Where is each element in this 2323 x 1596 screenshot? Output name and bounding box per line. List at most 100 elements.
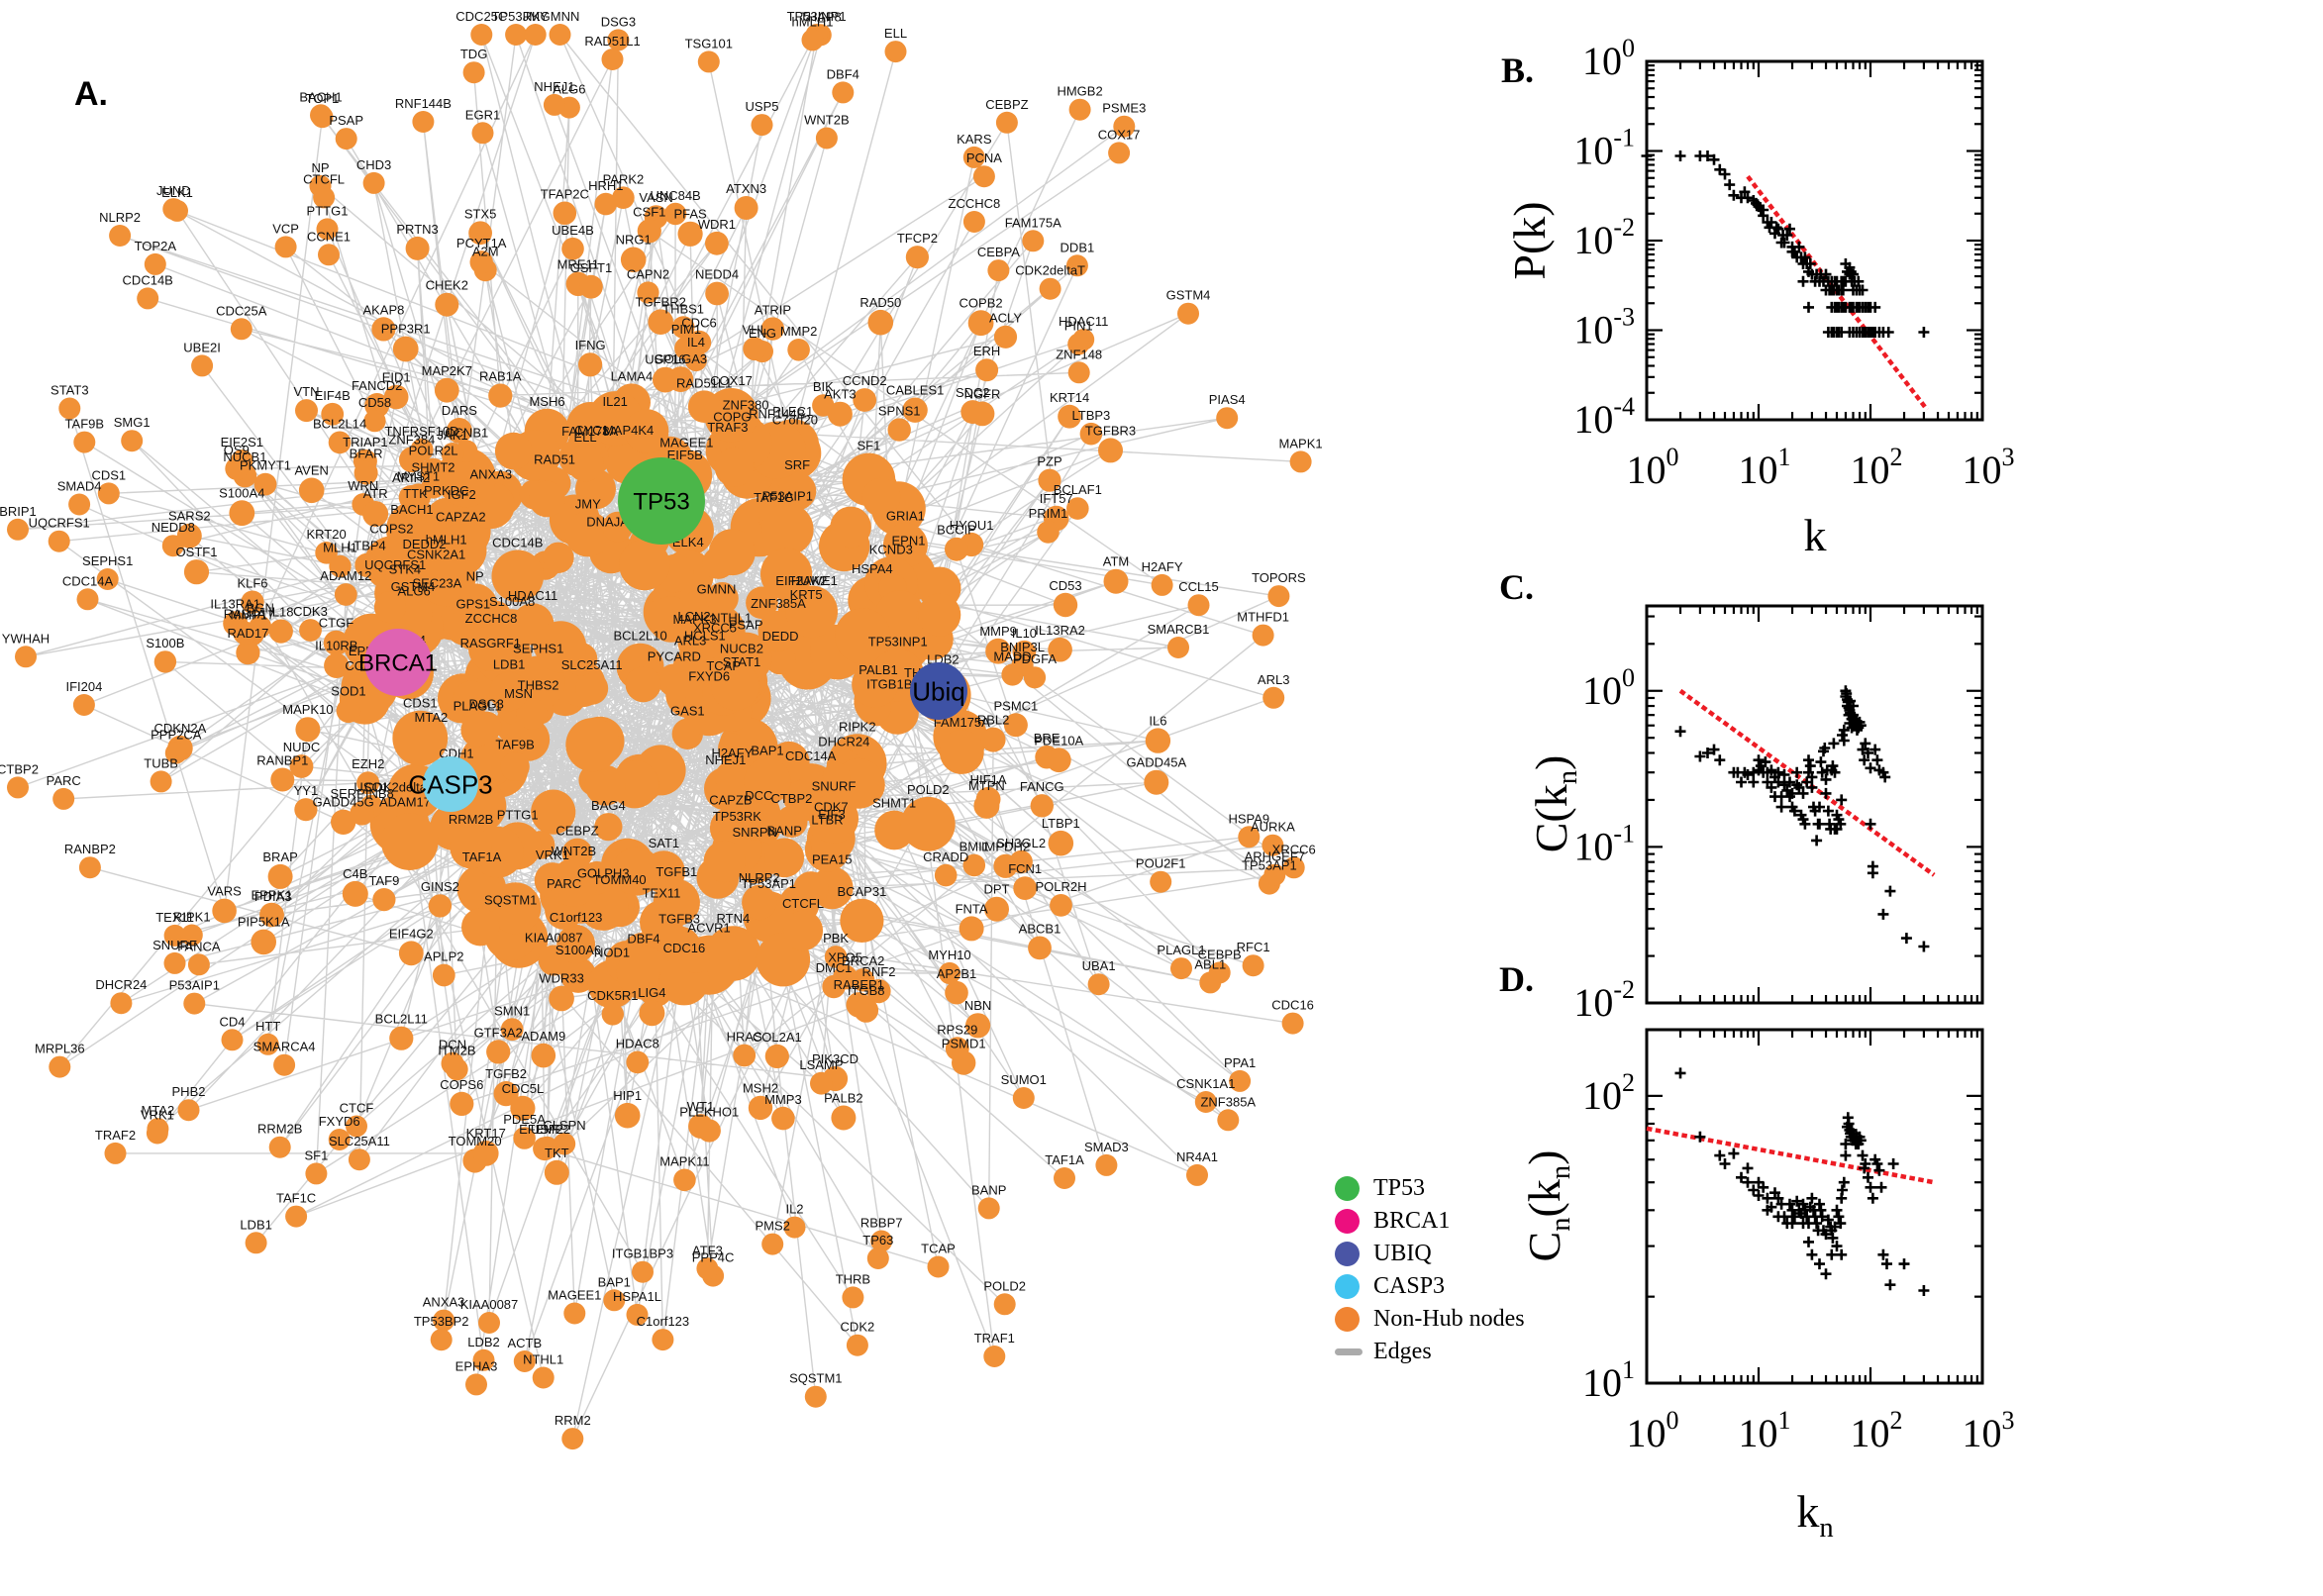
- network-node: [76, 588, 99, 611]
- network-node: [938, 961, 961, 985]
- node-label: MMP2: [780, 324, 818, 339]
- node-label: MMP9: [979, 624, 1017, 639]
- network-node: [867, 309, 894, 336]
- network-node: [840, 898, 884, 944]
- node-label: TKT: [545, 1146, 569, 1160]
- network-node: [58, 397, 81, 420]
- network-node: [853, 388, 877, 412]
- node-label: FANCD2: [352, 378, 402, 393]
- node-label: CEBPA: [977, 245, 1020, 259]
- network-node: [434, 377, 459, 403]
- network-node: [674, 337, 698, 360]
- node-label: MADD: [993, 648, 1031, 663]
- legend-item-label: Non-Hub nodes: [1373, 1306, 1525, 1332]
- node-label: XRCC6: [1272, 842, 1316, 856]
- network-node: [494, 432, 533, 470]
- node-label: RRM2: [555, 1413, 591, 1428]
- node-label: PZP: [1037, 454, 1061, 469]
- node-label: PRKDC: [424, 483, 469, 498]
- node-label: ACLY: [989, 311, 1022, 326]
- node-label: KRT20: [306, 527, 346, 542]
- node-label: SNURF: [812, 779, 857, 794]
- node-label: ATR: [363, 486, 388, 501]
- node-label: SPNS1: [878, 404, 921, 419]
- node-label: IL4: [687, 335, 705, 349]
- network-node: [681, 945, 710, 973]
- node-label: AURKA: [1251, 820, 1295, 835]
- node-label: P53AIP1: [169, 978, 220, 993]
- network-node: [594, 813, 623, 842]
- node-label: TCAP: [921, 1242, 956, 1256]
- network-node: [354, 460, 378, 485]
- node-label: EZH2: [352, 756, 384, 771]
- y-axis-label: C(kn​): [1526, 755, 1583, 853]
- node-label: SF1: [304, 1147, 328, 1162]
- network-node: [1113, 115, 1136, 138]
- network-node: [233, 621, 256, 646]
- node-label: IFT57: [1040, 491, 1073, 506]
- network-node: [927, 1255, 950, 1278]
- network-node: [212, 898, 237, 924]
- network-node: [812, 394, 835, 417]
- network-node: [335, 128, 357, 150]
- network-node: [399, 447, 425, 473]
- network-node: [7, 518, 29, 541]
- network-node: [544, 1159, 569, 1185]
- node-label: DSG3: [468, 697, 503, 712]
- node-label: TGFBR2: [636, 294, 686, 309]
- node-label: IL18: [268, 605, 293, 620]
- network-node: [1242, 954, 1264, 977]
- node-label: HYOU1: [950, 518, 994, 533]
- node-label: JMY: [575, 497, 601, 512]
- y-tick-label: 10-3: [1573, 303, 1635, 352]
- network-node: [742, 884, 777, 921]
- node-label: HSPA1L: [613, 1289, 661, 1304]
- node-label: LDB2: [467, 1335, 500, 1349]
- node-label: ELL: [574, 430, 597, 445]
- node-label: PRIM1: [1029, 506, 1068, 521]
- network-node: [1003, 713, 1028, 738]
- network-node: [549, 24, 571, 46]
- network-node: [529, 480, 565, 518]
- node-label: PDE5A: [503, 1112, 546, 1127]
- node-label: SOD1: [331, 684, 365, 699]
- node-label: IL6: [1149, 713, 1166, 728]
- node-label: HIF1A: [970, 772, 1007, 787]
- network-node: [462, 61, 485, 84]
- network-node: [1289, 450, 1312, 473]
- node-label: PDIA3: [254, 889, 292, 904]
- node-label: NRG1: [616, 233, 652, 248]
- node-label: WT1: [687, 1099, 714, 1114]
- node-label: DDB1: [1060, 240, 1095, 254]
- node-label: SARS2: [168, 509, 211, 524]
- network-node: [760, 317, 785, 341]
- network-node: [328, 431, 352, 454]
- network-node: [1048, 830, 1074, 856]
- y-axis-label: Cn​(kn​): [1519, 1150, 1576, 1262]
- node-label: AKAP8: [362, 302, 404, 317]
- network-node: [1013, 876, 1038, 900]
- network-node: [822, 974, 846, 999]
- network-node: [524, 24, 547, 46]
- network-node: [187, 953, 210, 976]
- node-label: ZNF384: [388, 433, 435, 448]
- node-label: HDAC8: [616, 1037, 659, 1051]
- network-node: [1028, 936, 1052, 960]
- network-node: [975, 358, 999, 382]
- node-label: TOMM40: [593, 872, 647, 887]
- network-node: [714, 447, 755, 487]
- network-node: [392, 336, 419, 362]
- node-label: SMAD3: [1084, 1140, 1129, 1154]
- node-label: DCN: [439, 1038, 466, 1052]
- node-label: PIM1: [671, 322, 701, 337]
- network-node: [183, 992, 206, 1015]
- network-node: [356, 771, 380, 795]
- node-label: MTA2: [415, 710, 449, 725]
- node-label: NLRP2: [739, 870, 780, 885]
- node-label: KRT5: [790, 587, 823, 602]
- node-label: TEX11: [155, 910, 194, 925]
- node-label: BRAP: [262, 849, 297, 864]
- network-node: [450, 1091, 474, 1116]
- legend-item: BRCA1: [1335, 1205, 1525, 1238]
- node-label: TP53AP1: [1242, 858, 1297, 873]
